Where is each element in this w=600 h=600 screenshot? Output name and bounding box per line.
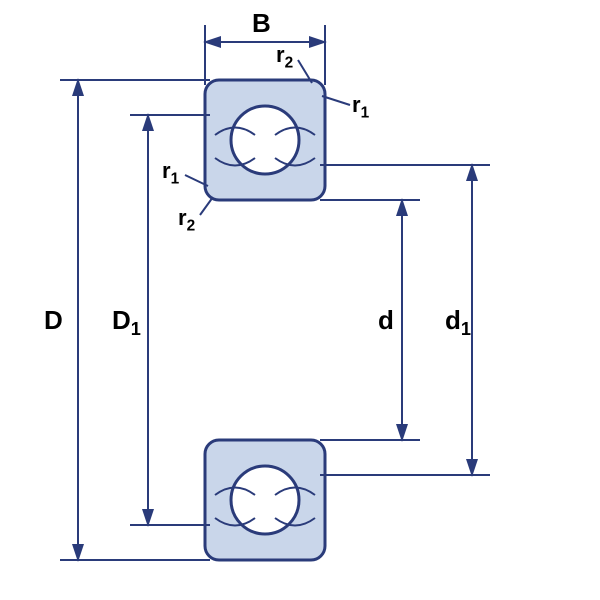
label-r1-top: r1: [352, 92, 369, 122]
dim-d: [320, 200, 420, 440]
label-d: d: [378, 305, 394, 336]
label-r2-top: r2: [276, 42, 293, 72]
label-D1: D1: [112, 305, 141, 340]
label-d1: d1: [445, 305, 471, 340]
label-D: D: [44, 305, 63, 336]
top-bearing-section: [205, 80, 325, 200]
label-r2-bottom: r2: [178, 205, 195, 235]
label-r1-bottom: r1: [162, 158, 179, 188]
label-B: B: [252, 8, 271, 39]
bearing-diagram: { "diagram": { "type": "engineering-draw…: [0, 0, 600, 600]
diagram-svg: [0, 0, 600, 600]
bottom-bearing-section: [205, 440, 325, 560]
